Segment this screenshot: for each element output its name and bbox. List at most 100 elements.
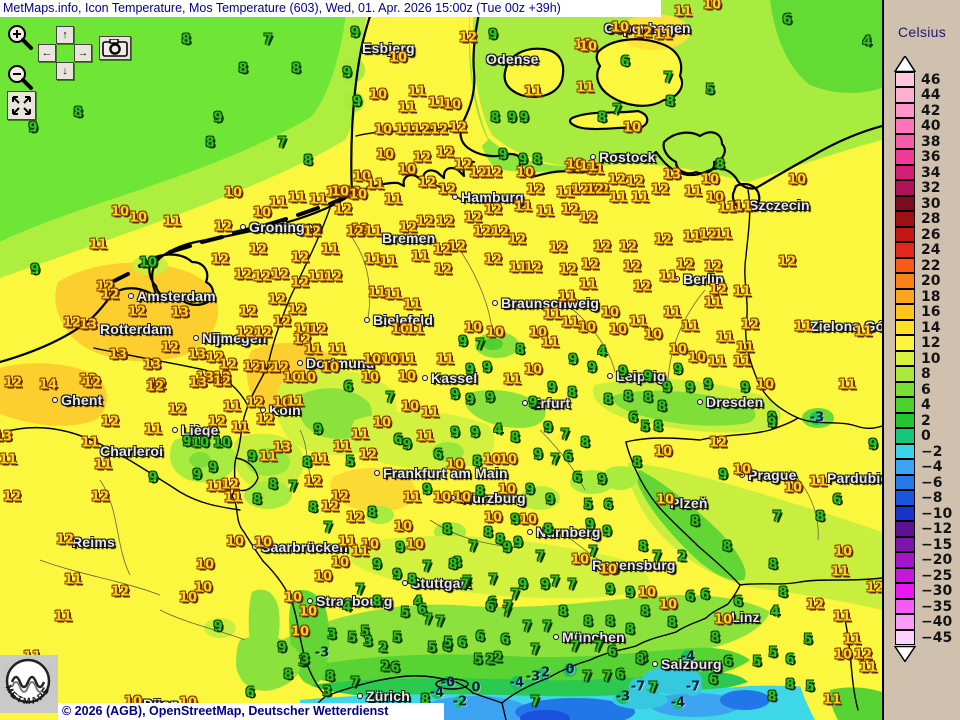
scale-label: 44 — [921, 87, 941, 104]
scale-label: 10 — [921, 350, 941, 367]
scale-entry: −30 — [895, 583, 953, 600]
scale-entry: 42 — [895, 102, 952, 119]
scale-swatch — [895, 536, 915, 552]
scale-swatch — [895, 288, 915, 304]
screenshot-button[interactable] — [99, 36, 131, 60]
scale-label: −35 — [921, 598, 953, 615]
scale-label: −20 — [921, 552, 953, 569]
scale-label: −25 — [921, 567, 953, 584]
scale-label: 34 — [921, 164, 941, 181]
scale-entry: −45 — [895, 629, 952, 646]
scale-swatch — [895, 242, 915, 258]
scale-label: 26 — [921, 226, 941, 243]
pan-up-button[interactable]: ↑ — [56, 26, 74, 44]
pan-left-button[interactable]: ← — [38, 44, 56, 62]
scale-entry: 20 — [895, 273, 952, 290]
map-title: MetMaps.info, Icon Temperature, Mos Temp… — [3, 1, 561, 15]
attribution-bar: © 2026 (AGB), OpenStreetMap, Deutscher W… — [58, 703, 444, 720]
scale-entry: 2 — [895, 412, 952, 429]
scale-entry: −10 — [895, 505, 952, 522]
pan-down-button[interactable]: ↓ — [56, 62, 74, 80]
scale-swatch — [895, 118, 915, 134]
scale-label: −15 — [921, 536, 953, 553]
fullscreen-icon — [12, 96, 31, 115]
attribution-text: © 2026 (AGB), OpenStreetMap, Deutscher W… — [62, 704, 389, 718]
scale-label: −4 — [921, 459, 943, 476]
scale-label: 28 — [921, 211, 941, 228]
scale-entry: 6 — [895, 381, 952, 398]
scale-entry: −25 — [895, 567, 953, 584]
scale-swatch — [895, 149, 915, 165]
scale-entry: 38 — [895, 133, 952, 150]
scale-entry: 10 — [895, 350, 952, 367]
scale-entry: 40 — [895, 118, 952, 135]
scale-label: 14 — [921, 319, 941, 336]
scale-label: 22 — [921, 257, 941, 274]
scale-swatch — [895, 490, 915, 506]
scale-entry: 44 — [895, 87, 952, 104]
legend-sidebar: Celsius 46 44 42 40 38 36 34 32 30 28 26 24 22 20 18 16… — [882, 0, 960, 720]
scale-swatch — [895, 71, 915, 87]
scale-swatch — [895, 505, 915, 521]
fullscreen-button[interactable] — [7, 91, 36, 120]
scale-swatch — [895, 102, 915, 118]
scale-entry: −2 — [895, 443, 952, 460]
scale-entry: 18 — [895, 288, 952, 305]
scale-swatch — [895, 180, 915, 196]
scale-swatch — [895, 474, 915, 490]
map-canvas[interactable]: Esbjerg Odense Copenhagen Rostock Szczecin Ha… — [0, 0, 898, 720]
zoom-out-button[interactable] — [6, 63, 34, 91]
scale-swatch — [895, 195, 915, 211]
scale-entry: 34 — [895, 164, 952, 181]
scale-bottom-arrow-icon — [894, 645, 916, 662]
color-scale-entries: 46 44 42 40 38 36 34 32 30 28 26 24 22 20 18 16 14 12 10 8 6… — [895, 71, 953, 646]
scale-swatch — [895, 273, 915, 289]
scale-entry: 28 — [895, 211, 952, 228]
scale-swatch — [895, 335, 915, 351]
scale-label: 24 — [921, 242, 941, 259]
scale-label: 12 — [921, 335, 941, 352]
scale-swatch — [895, 319, 915, 335]
scale-entry: 12 — [895, 335, 952, 352]
scale-entry: 22 — [895, 257, 952, 274]
scale-label: 2 — [921, 412, 931, 429]
scale-swatch — [895, 366, 915, 382]
scale-entry: −4 — [895, 459, 952, 476]
scale-label: 20 — [921, 273, 941, 290]
scale-swatch — [895, 211, 915, 227]
scale-label: 46 — [921, 71, 941, 88]
scale-entry: −12 — [895, 521, 952, 537]
arrow-right-icon: → — [77, 47, 89, 59]
scale-label: −6 — [921, 474, 943, 491]
scale-label: 40 — [921, 118, 941, 135]
scale-label: 30 — [921, 195, 941, 212]
scale-entry: −40 — [895, 614, 952, 630]
scale-label: −8 — [921, 490, 943, 507]
scale-label: 18 — [921, 288, 941, 305]
scale-label: 8 — [921, 366, 931, 383]
scale-title: Celsius — [897, 24, 946, 40]
scale-swatch — [895, 304, 915, 320]
scale-label: 4 — [921, 397, 931, 414]
zoom-in-button[interactable] — [6, 23, 34, 51]
scale-swatch — [895, 552, 915, 568]
scale-label: 0 — [921, 428, 931, 445]
scale-label: 6 — [921, 381, 931, 398]
scale-label: −2 — [921, 443, 943, 460]
metmaps-logo-icon: METMAPS — [3, 658, 51, 706]
color-scale: 46 44 42 40 38 36 34 32 30 28 26 24 22 20 18 16 14 12 10 8 6… — [894, 56, 953, 662]
metmaps-logo: METMAPS — [0, 655, 58, 713]
scale-entry: 24 — [895, 242, 952, 259]
scale-entry: 26 — [895, 226, 952, 243]
arrow-up-icon: ↑ — [62, 29, 68, 41]
scale-entry: 32 — [895, 180, 952, 197]
pan-right-button[interactable]: → — [74, 44, 92, 62]
scale-label: −30 — [921, 583, 953, 600]
scale-label: 36 — [921, 149, 941, 166]
scale-label: 32 — [921, 180, 941, 197]
title-bar: MetMaps.info, Icon Temperature, Mos Temp… — [0, 0, 661, 17]
scale-entry: −35 — [895, 598, 953, 615]
scale-entry: 30 — [895, 195, 952, 212]
camera-icon — [102, 39, 128, 57]
